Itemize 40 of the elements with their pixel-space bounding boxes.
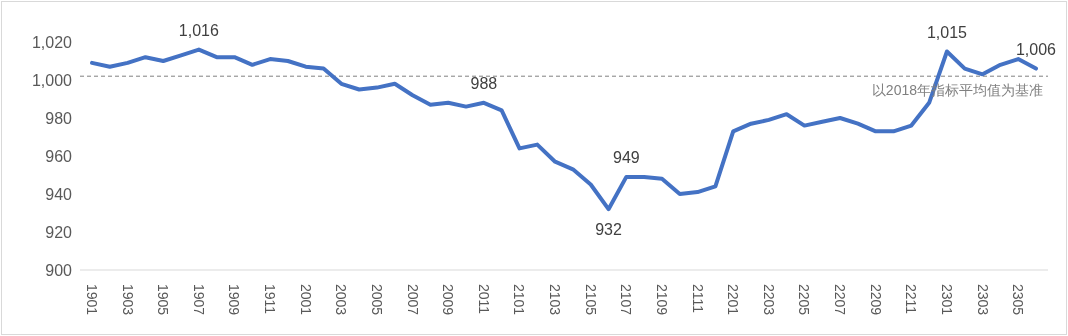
x-tick-label: 2209 [867,284,884,316]
x-tick-label: 2001 [297,284,314,316]
x-tick-label: 2201 [725,284,742,316]
x-tick-label: 2203 [760,284,777,316]
x-tick-label: 2211 [903,284,920,315]
y-tick-label: 960 [45,147,73,165]
x-tick-label: 2207 [832,284,849,316]
x-tick-label: 2305 [1010,284,1027,316]
x-tick-label: 2011 [475,284,492,315]
y-tick-label: 920 [45,223,73,241]
x-tick-label: 1909 [226,284,243,316]
data-label: 1,016 [178,21,219,39]
x-tick-label: 2105 [582,284,599,316]
x-tick-label: 2205 [796,284,813,316]
x-tick-label: 2103 [547,284,564,316]
x-tick-label: 2009 [440,284,457,316]
x-tick-label: 2005 [368,284,385,316]
data-label: 932 [595,221,622,239]
x-tick-label: 2111 [689,284,706,314]
x-tick-label: 2303 [974,284,991,316]
y-tick-label: 900 [45,261,73,279]
x-tick-label: 2109 [653,284,670,316]
y-tick-label: 1,000 [31,71,73,89]
x-tick-label: 1911 [262,284,279,315]
data-label: 1,006 [1015,40,1057,58]
x-tick-label: 1907 [190,284,207,316]
x-tick-label: 2107 [618,284,635,316]
x-tick-label: 1903 [119,284,136,316]
x-tick-label: 2003 [333,284,350,316]
data-label: 949 [612,148,640,166]
y-tick-label: 1,020 [31,33,73,51]
data-label: 988 [470,74,498,92]
y-tick-label: 980 [45,109,73,127]
x-tick-label: 1905 [155,284,172,316]
y-tick-label: 940 [45,185,73,203]
data-label: 1,015 [926,23,968,41]
x-tick-label: 2301 [938,284,955,316]
x-tick-label: 1901 [84,284,100,316]
x-tick-label: 2007 [404,284,421,316]
x-tick-label: 2101 [511,284,528,316]
